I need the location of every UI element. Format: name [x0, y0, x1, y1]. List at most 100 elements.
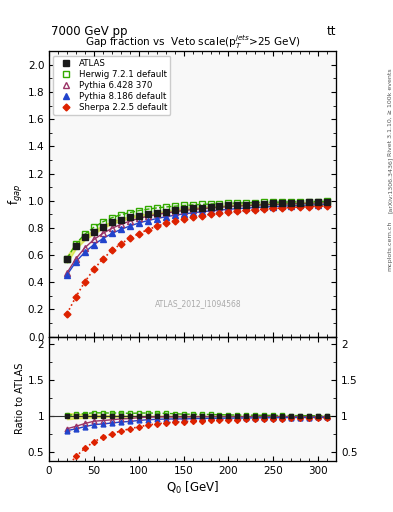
Herwig 7.2.1 default: [154, 205, 159, 211]
Herwig 7.2.1 default: [181, 202, 186, 208]
ATLAS: [244, 201, 249, 207]
ATLAS: [271, 200, 275, 206]
Pythia 6.428 370: [262, 202, 267, 208]
ATLAS: [163, 208, 168, 215]
X-axis label: Q$_0$ [GeV]: Q$_0$ [GeV]: [166, 480, 219, 496]
Pythia 8.186 default: [101, 236, 105, 242]
Sherpa 2.2.5 default: [154, 223, 159, 229]
Herwig 7.2.1 default: [83, 231, 87, 237]
Title: Gap fraction vs  Veto scale(p$_T^{jets}$>25 GeV): Gap fraction vs Veto scale(p$_T^{jets}$>…: [85, 33, 300, 51]
Herwig 7.2.1 default: [217, 201, 222, 207]
Herwig 7.2.1 default: [73, 241, 78, 247]
Pythia 8.186 default: [154, 216, 159, 222]
ATLAS: [226, 202, 231, 208]
Sherpa 2.2.5 default: [325, 203, 329, 209]
Sherpa 2.2.5 default: [217, 210, 222, 216]
Pythia 6.428 370: [271, 201, 275, 207]
Herwig 7.2.1 default: [244, 200, 249, 206]
Pythia 8.186 default: [92, 242, 96, 248]
Line: Pythia 8.186 default: Pythia 8.186 default: [64, 202, 330, 278]
ATLAS: [325, 199, 329, 205]
ATLAS: [73, 243, 78, 249]
Herwig 7.2.1 default: [163, 204, 168, 210]
Pythia 6.428 370: [172, 209, 177, 215]
Sherpa 2.2.5 default: [262, 206, 267, 212]
Sherpa 2.2.5 default: [83, 279, 87, 285]
Pythia 8.186 default: [217, 207, 222, 213]
Pythia 8.186 default: [181, 211, 186, 217]
Pythia 6.428 370: [73, 255, 78, 262]
Herwig 7.2.1 default: [325, 198, 329, 204]
Pythia 6.428 370: [92, 237, 96, 243]
Pythia 8.186 default: [253, 204, 258, 210]
Pythia 8.186 default: [163, 214, 168, 220]
Herwig 7.2.1 default: [235, 200, 240, 206]
Line: Herwig 7.2.1 default: Herwig 7.2.1 default: [64, 199, 330, 261]
Pythia 8.186 default: [307, 202, 312, 208]
Herwig 7.2.1 default: [199, 201, 204, 207]
Text: Rivet 3.1.10, ≥ 100k events: Rivet 3.1.10, ≥ 100k events: [387, 69, 392, 157]
Pythia 6.428 370: [127, 218, 132, 224]
Sherpa 2.2.5 default: [181, 216, 186, 222]
Sherpa 2.2.5 default: [298, 204, 303, 210]
Sherpa 2.2.5 default: [244, 207, 249, 214]
Herwig 7.2.1 default: [136, 207, 141, 214]
ATLAS: [190, 205, 195, 211]
Herwig 7.2.1 default: [190, 202, 195, 208]
Pythia 6.428 370: [199, 206, 204, 212]
Herwig 7.2.1 default: [92, 224, 96, 230]
Pythia 6.428 370: [208, 205, 213, 211]
Pythia 8.186 default: [235, 205, 240, 211]
Herwig 7.2.1 default: [101, 219, 105, 225]
ATLAS: [235, 202, 240, 208]
Sherpa 2.2.5 default: [65, 310, 70, 316]
Sherpa 2.2.5 default: [73, 293, 78, 300]
Legend: ATLAS, Herwig 7.2.1 default, Pythia 6.428 370, Pythia 8.186 default, Sherpa 2.2.: ATLAS, Herwig 7.2.1 default, Pythia 6.42…: [53, 55, 170, 115]
Sherpa 2.2.5 default: [172, 218, 177, 224]
Pythia 6.428 370: [145, 213, 150, 219]
Herwig 7.2.1 default: [110, 215, 114, 221]
Sherpa 2.2.5 default: [199, 212, 204, 219]
Pythia 8.186 default: [65, 272, 70, 278]
ATLAS: [307, 199, 312, 205]
Pythia 6.428 370: [83, 245, 87, 251]
ATLAS: [127, 214, 132, 220]
Pythia 8.186 default: [208, 208, 213, 214]
Sherpa 2.2.5 default: [136, 230, 141, 237]
ATLAS: [145, 211, 150, 218]
Pythia 6.428 370: [235, 203, 240, 209]
Sherpa 2.2.5 default: [163, 220, 168, 226]
Pythia 6.428 370: [181, 207, 186, 214]
Herwig 7.2.1 default: [298, 199, 303, 205]
Pythia 8.186 default: [83, 249, 87, 255]
Pythia 6.428 370: [101, 230, 105, 237]
Pythia 6.428 370: [136, 216, 141, 222]
Pythia 6.428 370: [163, 210, 168, 216]
Sherpa 2.2.5 default: [110, 247, 114, 253]
ATLAS: [316, 199, 320, 205]
ATLAS: [172, 207, 177, 214]
Sherpa 2.2.5 default: [190, 214, 195, 220]
Herwig 7.2.1 default: [208, 201, 213, 207]
Herwig 7.2.1 default: [127, 209, 132, 216]
Sherpa 2.2.5 default: [280, 205, 285, 211]
Pythia 6.428 370: [253, 202, 258, 208]
Pythia 6.428 370: [325, 200, 329, 206]
ATLAS: [289, 200, 294, 206]
ATLAS: [92, 229, 96, 235]
Pythia 8.186 default: [325, 201, 329, 207]
Sherpa 2.2.5 default: [101, 256, 105, 262]
Sherpa 2.2.5 default: [119, 241, 123, 247]
Line: Sherpa 2.2.5 default: Sherpa 2.2.5 default: [64, 203, 329, 316]
Line: Pythia 6.428 370: Pythia 6.428 370: [64, 200, 330, 275]
Herwig 7.2.1 default: [145, 206, 150, 212]
Herwig 7.2.1 default: [316, 199, 320, 205]
Y-axis label: Ratio to ATLAS: Ratio to ATLAS: [15, 363, 25, 434]
Sherpa 2.2.5 default: [226, 209, 231, 215]
ATLAS: [136, 212, 141, 219]
ATLAS: [181, 206, 186, 212]
Herwig 7.2.1 default: [271, 199, 275, 205]
Pythia 6.428 370: [119, 221, 123, 227]
ATLAS: [199, 204, 204, 210]
Pythia 8.186 default: [110, 230, 114, 237]
